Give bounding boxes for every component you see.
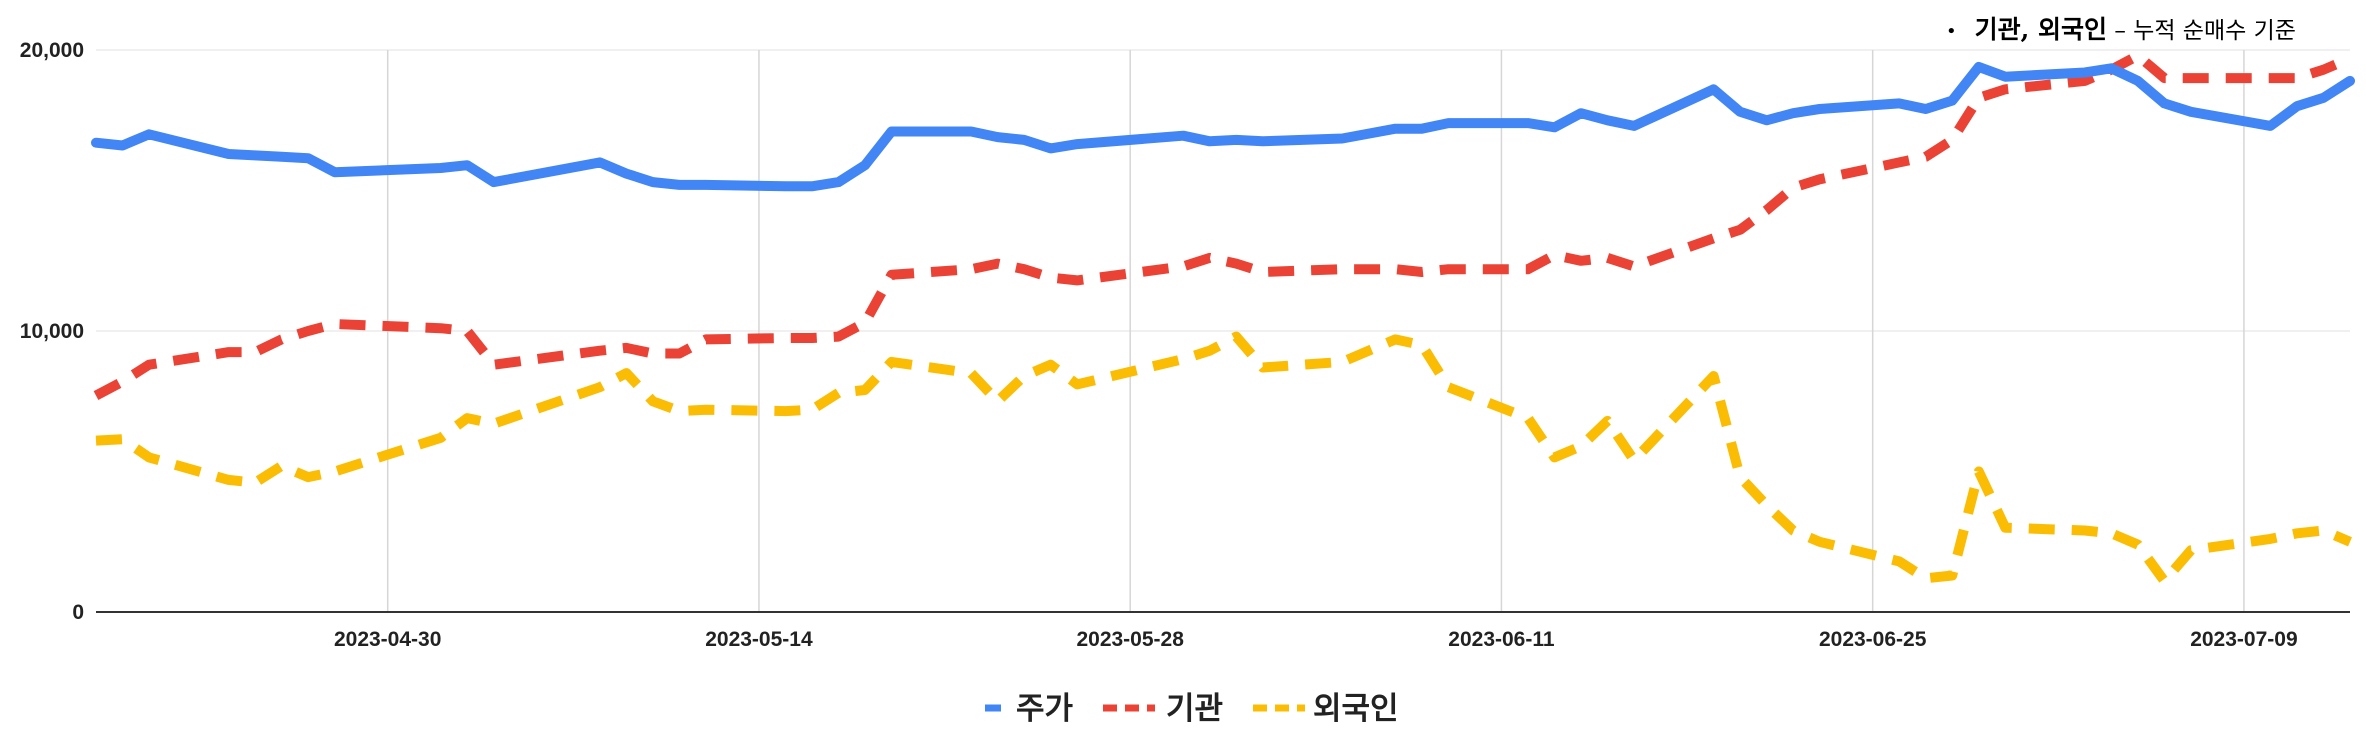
legend-label-0[interactable]: 주가	[1016, 691, 1074, 727]
x-tick-label: 2023-07-09	[2190, 628, 2297, 651]
chart-legend[interactable]: 주가 기관 외국인	[985, 691, 1399, 727]
legend-label-1[interactable]: 기관	[1166, 691, 1223, 727]
x-tick-label: 2023-06-11	[1448, 628, 1555, 651]
note-sub: – 누적 순매수 기준	[2107, 18, 2296, 44]
series-line-0	[91, 61, 2355, 192]
y-axis: 0 10,000 20,000	[20, 39, 84, 624]
x-tick-label: 2023-05-28	[1076, 628, 1184, 651]
note-bullet: •	[1946, 21, 1957, 42]
chart-series	[91, 50, 2355, 587]
y-tick-label: 0	[72, 601, 84, 624]
x-tick-label: 2023-04-30	[334, 628, 441, 651]
legend-label-2[interactable]: 외국인	[1313, 691, 1399, 727]
note-main: 기관, 외국인	[1974, 15, 2108, 44]
series-line-2	[95, 331, 2352, 587]
x-axis: 2023-04-30 2023-05-14 2023-05-28 2023-06-11…	[96, 611, 2350, 651]
y-tick-label: 10,000	[20, 320, 84, 343]
series-line-1	[93, 50, 2352, 401]
chart-note: • 기관, 외국인 – 누적 순매수 기준	[1946, 10, 2296, 46]
x-tick-label: 2023-06-25	[1819, 628, 1927, 651]
x-tick-label: 2023-05-14	[705, 628, 813, 651]
y-tick-label: 20,000	[20, 39, 84, 62]
